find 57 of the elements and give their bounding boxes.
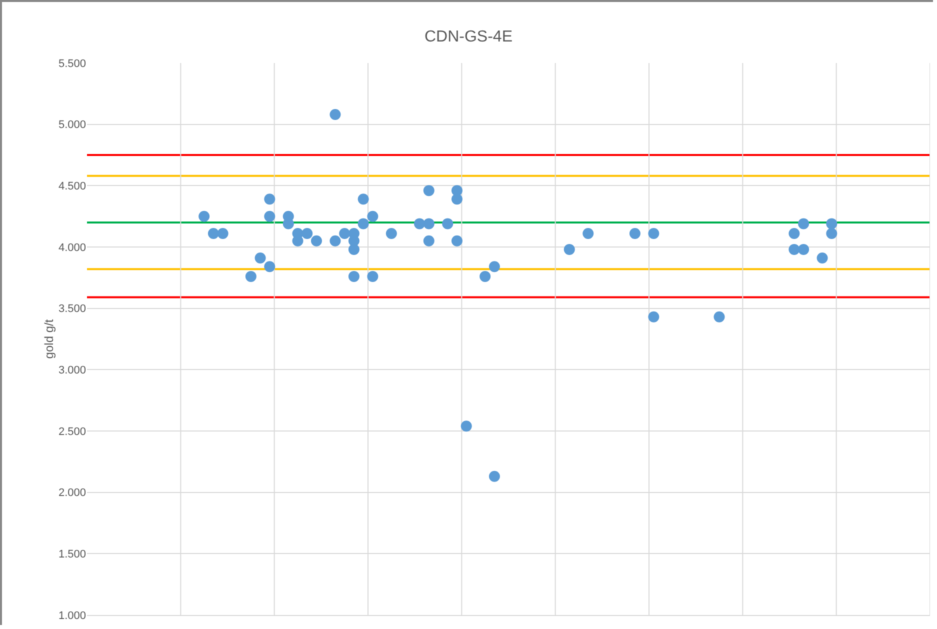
- point: [582, 228, 594, 240]
- y-tick-label: 5.500: [58, 58, 86, 70]
- point: [816, 252, 828, 264]
- chart-title: CDN-GS-4E: [424, 28, 513, 46]
- point: [451, 235, 462, 246]
- point: [367, 210, 378, 222]
- point: [488, 470, 500, 482]
- point: [264, 194, 276, 205]
- point: [264, 210, 276, 222]
- point: [423, 218, 434, 230]
- point: [264, 261, 276, 272]
- point: [245, 270, 256, 282]
- y-tick-label: 2.500: [58, 426, 86, 438]
- y-tick-label: 3.500: [58, 303, 86, 316]
- point: [217, 228, 228, 240]
- point: [798, 218, 810, 230]
- y-tick-label: 1.000: [58, 610, 86, 622]
- point: [208, 228, 219, 240]
- y-tick-label: 2.000: [58, 487, 86, 500]
- point: [826, 228, 838, 240]
- point: [423, 185, 434, 196]
- point: [198, 210, 210, 222]
- point: [451, 194, 462, 205]
- y-tick-label: 4.500: [58, 180, 86, 193]
- point: [254, 252, 266, 264]
- point: [826, 218, 838, 230]
- point: [386, 228, 397, 240]
- point: [788, 228, 800, 240]
- point: [788, 244, 800, 255]
- point: [648, 228, 660, 240]
- point: [414, 218, 426, 230]
- point: [714, 311, 725, 322]
- y-tick-label: 3.000: [58, 364, 86, 377]
- point: [460, 420, 472, 432]
- point: [310, 235, 322, 246]
- y-tick-label: 1.500: [58, 548, 86, 561]
- point: [798, 244, 810, 255]
- point: [629, 228, 640, 240]
- point: [442, 218, 454, 230]
- point: [480, 270, 491, 282]
- point: [282, 218, 294, 230]
- point: [339, 228, 350, 240]
- point: [423, 235, 434, 246]
- point: [348, 270, 360, 282]
- point: [648, 311, 660, 322]
- point: [358, 194, 369, 205]
- point: [358, 218, 369, 230]
- y-tick-label: 4.000: [58, 242, 86, 254]
- point: [330, 235, 341, 246]
- point: [367, 270, 378, 282]
- point: [348, 244, 360, 255]
- point: [488, 261, 500, 272]
- y-axis-title: gold g/t: [42, 318, 56, 359]
- point: [330, 109, 341, 120]
- y-tick-label: 5.000: [58, 119, 86, 132]
- point: [302, 228, 313, 240]
- point: [564, 244, 575, 255]
